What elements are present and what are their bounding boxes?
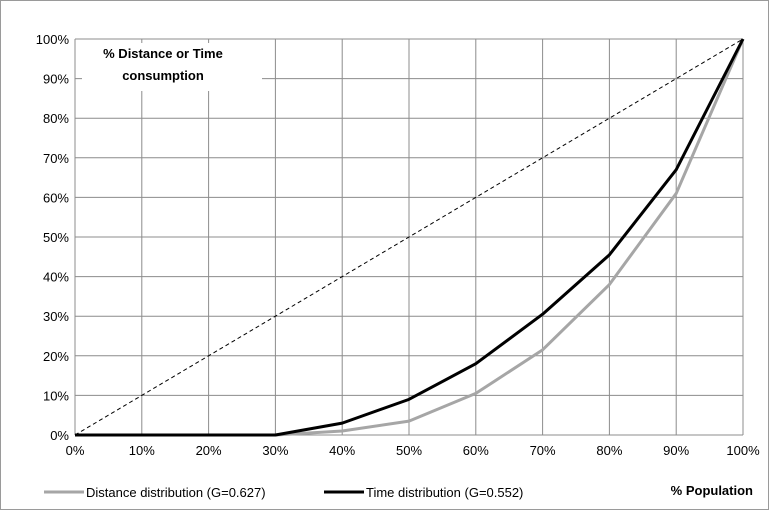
equality-line <box>74 38 744 436</box>
x-tick-label: 100% <box>726 443 760 458</box>
y-axis-label-line-1: % Distance or Time <box>103 46 223 61</box>
legend: Distance distribution (G=0.627) Time dis… <box>44 485 523 500</box>
series-lines <box>74 38 745 437</box>
legend-label-time: Time distribution (G=0.552) <box>366 485 523 500</box>
x-tick-label: 0% <box>66 443 85 458</box>
y-tick-label: 40% <box>43 270 69 285</box>
x-tick-label: 40% <box>329 443 355 458</box>
y-tick-label: 30% <box>43 309 69 324</box>
y-tick-label: 60% <box>43 190 69 205</box>
y-tick-label: 70% <box>43 151 69 166</box>
x-tick-label: 60% <box>463 443 489 458</box>
y-tick-label: 0% <box>50 428 69 443</box>
tick-labels: 0%0% 10% 10% 20% 20% 30% 30% 40% 40% 50% 50% 60% 60%… <box>36 32 760 458</box>
grid <box>74 38 744 436</box>
y-tick-label: 100% <box>36 32 70 47</box>
y-axis-label-background <box>82 43 262 91</box>
x-tick-label: 20% <box>196 443 222 458</box>
time-distribution-line <box>75 38 745 437</box>
x-tick-label: 10% <box>129 443 155 458</box>
x-tick-label: 80% <box>596 443 622 458</box>
legend-label-distance: Distance distribution (G=0.627) <box>86 485 266 500</box>
y-tick-label: 90% <box>43 72 69 87</box>
x-tick-label: 50% <box>396 443 422 458</box>
y-tick-label: 20% <box>43 349 69 364</box>
x-tick-label: 30% <box>262 443 288 458</box>
x-tick-label: 70% <box>530 443 556 458</box>
y-tick-label: 10% <box>43 388 69 403</box>
y-tick-label: 50% <box>43 230 69 245</box>
y-tick-label: 80% <box>43 111 69 126</box>
x-axis-label: % Population <box>671 483 753 498</box>
y-axis-label-line-2: consumption <box>122 68 204 83</box>
x-tick-label: 90% <box>663 443 689 458</box>
